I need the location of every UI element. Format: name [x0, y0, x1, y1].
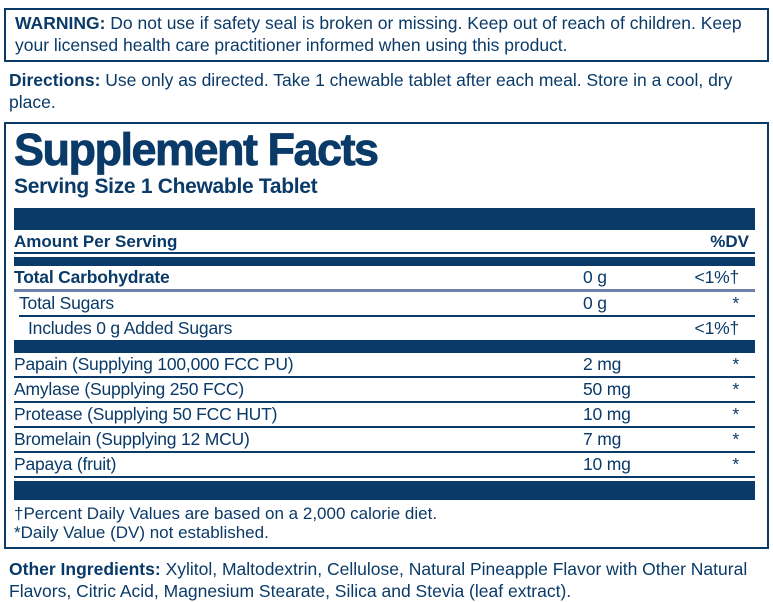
supplement-facts-panel: Supplement Facts Serving Size 1 Chewable…	[4, 122, 769, 549]
row-dv: *	[732, 354, 739, 374]
ingredient-table: Papain (Supplying 100,000 FCC PU) 2 mg *…	[14, 353, 755, 478]
row-amount: 10 mg	[583, 454, 631, 474]
row-amount: 10 mg	[583, 404, 631, 424]
other-ingredients-label: Other Ingredients:	[9, 559, 161, 579]
table-row: Bromelain (Supplying 12 MCU) 7 mg *	[14, 428, 755, 453]
row-dv: <1%†	[694, 318, 740, 338]
row-dv: <1%†	[694, 267, 740, 287]
row-name: Includes 0 g Added Sugars	[28, 318, 233, 338]
row-dv: *	[732, 379, 739, 399]
other-ingredients-text: Xylitol, Maltodextrin, Cellulose, Natura…	[9, 559, 748, 601]
table-row: Amylase (Supplying 250 FCC) 50 mg *	[14, 378, 755, 403]
row-name: Total Sugars	[19, 293, 114, 313]
table-row: Papaya (fruit) 10 mg *	[14, 453, 755, 478]
supplement-facts-title: Supplement Facts	[14, 124, 380, 175]
warning-text: Do not use if safety seal is broken or m…	[15, 13, 742, 55]
row-dv: *	[732, 429, 739, 449]
warning-box: WARNING: Do not use if safety seal is br…	[4, 8, 769, 62]
table-row: Total Sugars 0 g *	[19, 292, 755, 317]
row-dv: *	[732, 404, 739, 424]
warning-label: WARNING:	[15, 13, 106, 33]
directions-label: Directions:	[9, 70, 101, 90]
divider-bar-medium	[14, 257, 755, 266]
table-row: Includes 0 g Added Sugars <1%†	[14, 317, 755, 340]
nutrient-table: Total Carbohydrate 0 g <1%† Total Sugars…	[14, 266, 755, 340]
row-name: Papaya (fruit)	[14, 454, 117, 474]
divider-bar-medium	[14, 340, 755, 353]
footnote-daily-values: †Percent Daily Values are based on a 2,0…	[14, 504, 438, 523]
directions-text: Use only as directed. Take 1 chewable ta…	[9, 70, 733, 112]
table-row: Protease (Supplying 50 FCC HUT) 10 mg *	[14, 403, 755, 428]
divider-bar-thick	[14, 208, 755, 230]
row-name: Bromelain (Supplying 12 MCU)	[14, 429, 250, 449]
dv-header: %DV	[710, 232, 749, 251]
row-dv: *	[732, 454, 739, 474]
directions: Directions: Use only as directed. Take 1…	[4, 69, 769, 113]
row-name: Total Carbohydrate	[14, 267, 170, 287]
row-name: Papain (Supplying 100,000 FCC PU)	[14, 354, 294, 374]
other-ingredients: Other Ingredients: Xylitol, Maltodextrin…	[4, 558, 769, 602]
footnotes: †Percent Daily Values are based on a 2,0…	[14, 504, 755, 542]
row-dv: *	[732, 293, 739, 313]
table-row: Total Carbohydrate 0 g <1%†	[14, 266, 755, 292]
row-name: Protease (Supplying 50 FCC HUT)	[14, 404, 278, 424]
footnote-dv-not-established: *Daily Value (DV) not established.	[14, 523, 269, 542]
row-amount: 2 mg	[583, 354, 622, 374]
row-amount: 7 mg	[583, 429, 622, 449]
row-amount: 0 g	[583, 293, 607, 313]
row-name: Amylase (Supplying 250 FCC)	[14, 379, 244, 399]
table-header: Amount Per Serving %DV	[14, 230, 755, 254]
row-amount: 0 g	[583, 267, 607, 287]
row-amount: 50 mg	[583, 379, 631, 399]
row-amount	[583, 317, 669, 340]
divider-bar-thick	[14, 481, 755, 500]
table-row: Papain (Supplying 100,000 FCC PU) 2 mg *	[14, 353, 755, 378]
serving-size: Serving Size 1 Chewable Tablet	[14, 175, 318, 198]
amount-per-serving-header: Amount Per Serving	[14, 232, 178, 251]
